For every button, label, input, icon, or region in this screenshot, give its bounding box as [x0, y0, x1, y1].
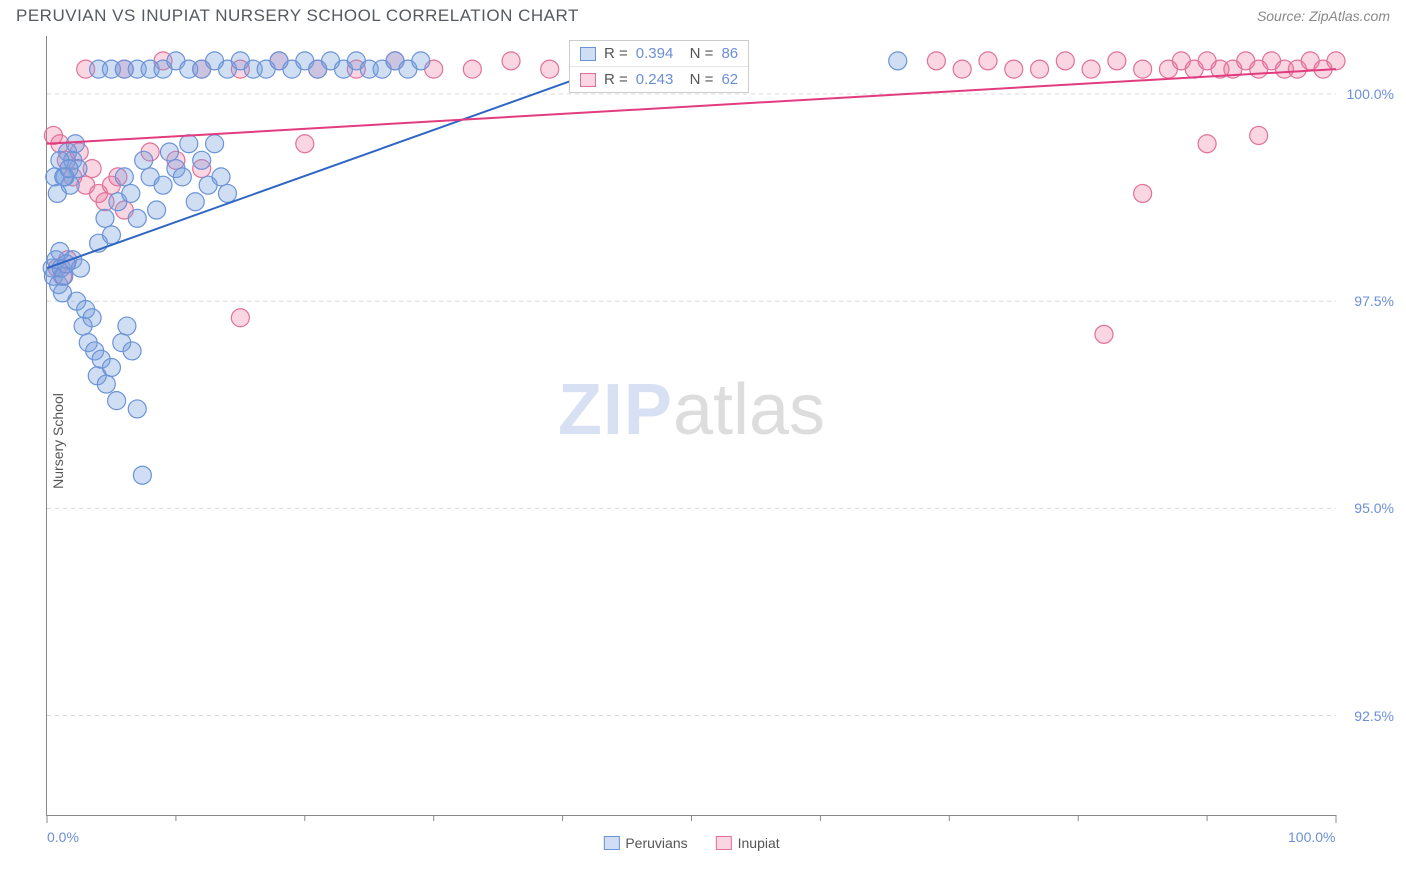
chart-svg: [47, 36, 1336, 815]
r-value-peruvians: 0.394: [636, 45, 674, 62]
legend-swatch-inupiat: [716, 836, 732, 850]
y-tick-label: 95.0%: [1354, 500, 1394, 516]
legend: Peruvians Inupiat: [603, 835, 779, 851]
swatch-inupiat: [580, 73, 596, 87]
legend-swatch-peruvians: [603, 836, 619, 850]
correlation-stats-box: R = 0.394 N = 86 R = 0.243 N = 62: [569, 40, 749, 93]
y-tick-label: 92.5%: [1354, 708, 1394, 724]
n-value-inupiat: 62: [721, 71, 738, 88]
legend-label-inupiat: Inupiat: [738, 835, 780, 851]
y-tick-label: 97.5%: [1354, 293, 1394, 309]
r-value-inupiat: 0.243: [636, 71, 674, 88]
swatch-peruvians: [580, 47, 596, 61]
legend-label-peruvians: Peruvians: [625, 835, 687, 851]
n-value-peruvians: 86: [721, 45, 738, 62]
stats-row-peruvians: R = 0.394 N = 86: [570, 41, 748, 66]
x-tick-label: 0.0%: [47, 829, 79, 845]
chart-header: PERUVIAN VS INUPIAT NURSERY SCHOOL CORRE…: [0, 0, 1406, 36]
stats-row-inupiat: R = 0.243 N = 62: [570, 66, 748, 92]
x-tick-label: 100.0%: [1288, 829, 1335, 845]
chart-title: PERUVIAN VS INUPIAT NURSERY SCHOOL CORRE…: [16, 6, 579, 26]
plot-area: Nursery School ZIPatlas R = 0.394 N = 86…: [10, 36, 1390, 846]
scatter-plot: ZIPatlas R = 0.394 N = 86 R = 0.243 N = …: [46, 36, 1336, 816]
source-label: Source: ZipAtlas.com: [1257, 8, 1390, 24]
y-tick-label: 100.0%: [1347, 86, 1394, 102]
legend-item-inupiat: Inupiat: [716, 835, 780, 851]
legend-item-peruvians: Peruvians: [603, 835, 687, 851]
